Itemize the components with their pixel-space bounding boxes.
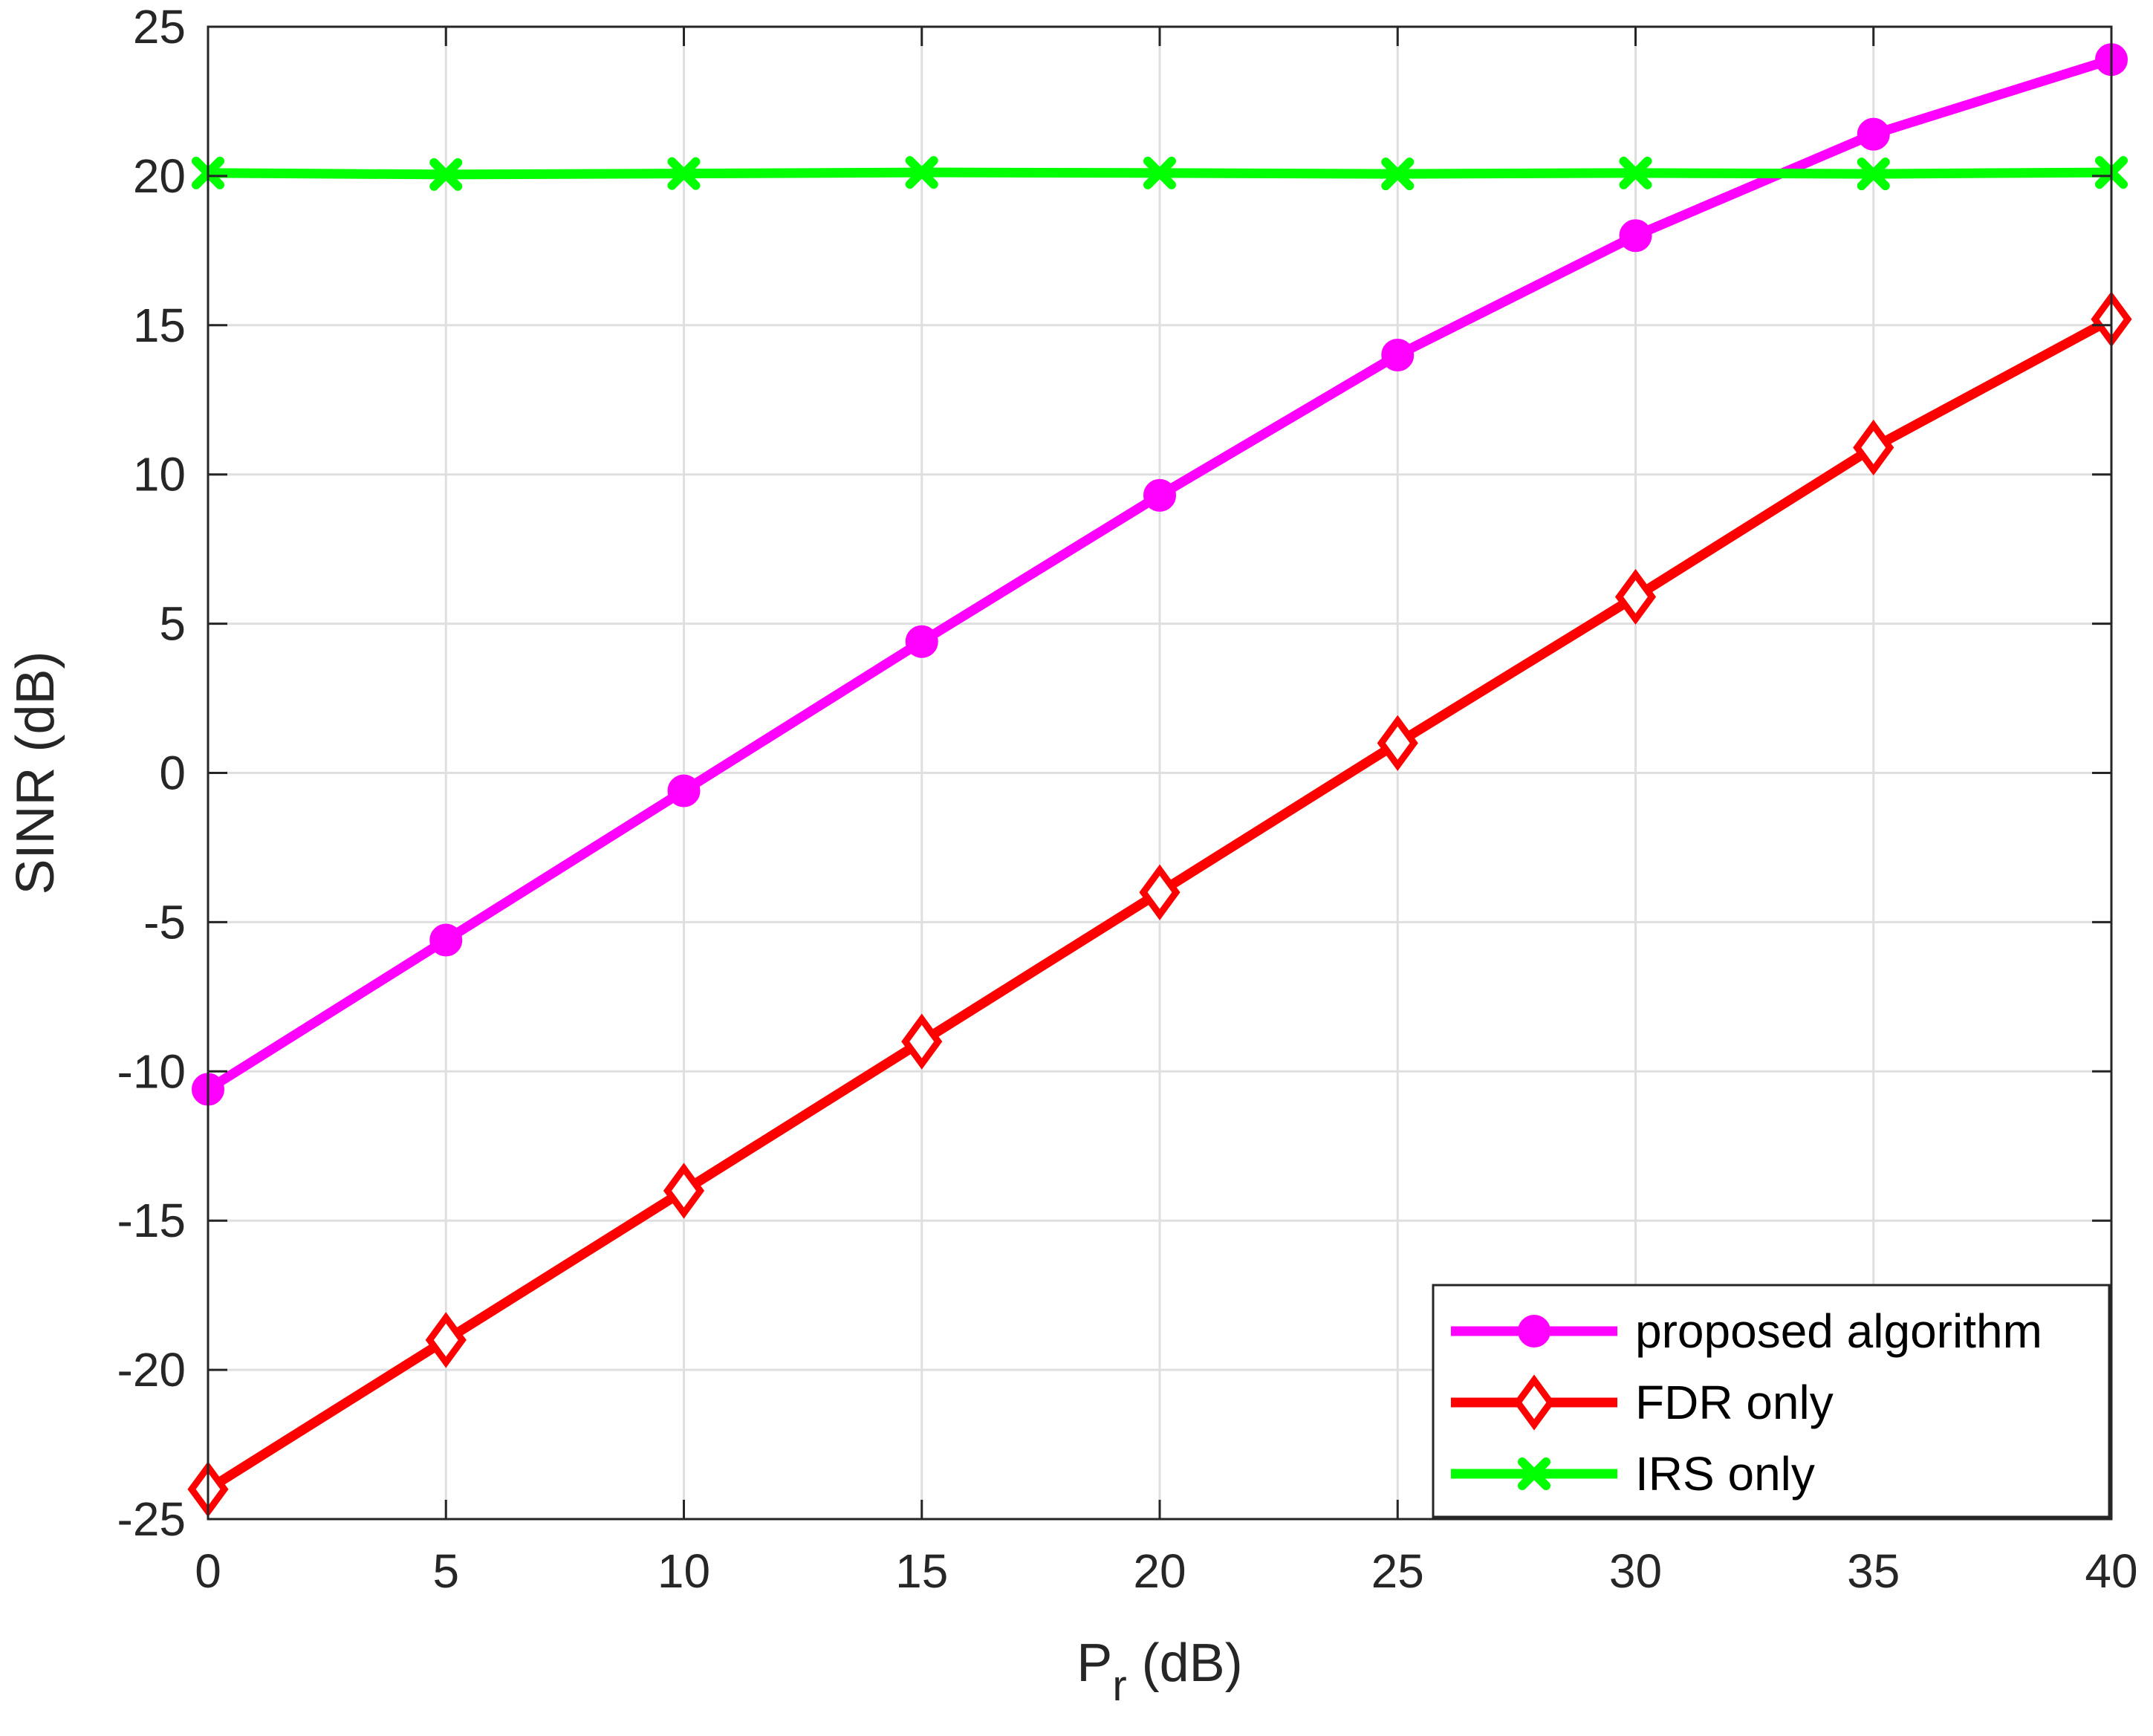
data-point-diamond [425, 1312, 467, 1368]
y-tick-label: -5 [143, 895, 186, 949]
x-tick-label: 5 [432, 1544, 459, 1598]
y-tick-label: 0 [159, 747, 186, 800]
x-tick-label: 30 [1609, 1544, 1662, 1598]
x-axis-label: Pr (dB) [1076, 1633, 1242, 1710]
data-point-circle [1143, 478, 1176, 512]
data-point-circle [429, 923, 463, 957]
y-tick-label: -10 [117, 1044, 186, 1098]
data-point-circle [667, 774, 701, 807]
data-point-x [905, 156, 938, 189]
legend-item: proposed algorithm [1451, 1304, 2042, 1358]
x-tick-labels: 0 5 10 15 20 25 30 35 40 [195, 1544, 2137, 1598]
series-layer [187, 43, 2132, 1518]
x-tick-label: 25 [1371, 1544, 1424, 1598]
x-axis-label-unit: (dB) [1127, 1633, 1243, 1693]
x-tick-label: 20 [1133, 1544, 1186, 1598]
data-point-diamond [1139, 864, 1181, 920]
data-point-x [1857, 157, 1890, 191]
x-axis-label-main: P [1076, 1633, 1112, 1693]
legend-item: FDR only [1451, 1374, 1834, 1431]
legend-label: FDR only [1635, 1376, 1834, 1429]
x-tick-label: 15 [895, 1544, 948, 1598]
legend: proposed algorithm FDR only IRS only [1432, 1284, 2111, 1518]
y-tick-label: 15 [133, 299, 186, 352]
data-point-diamond [1614, 568, 1657, 625]
y-tick-label: 20 [133, 149, 186, 203]
y-tick-label: 10 [133, 448, 186, 501]
series-diamond [187, 291, 2132, 1518]
y-tick-label: -20 [117, 1343, 186, 1397]
legend-label: IRS only [1635, 1447, 1815, 1501]
data-point-x [1619, 156, 1652, 189]
data-point-diamond [663, 1163, 705, 1219]
y-tick-label: -15 [117, 1194, 186, 1247]
data-point-diamond [1377, 715, 1418, 771]
data-point-x [429, 157, 463, 191]
data-point-x [1518, 1457, 1550, 1490]
legend-item: IRS only [1451, 1447, 1815, 1501]
y-tick-labels: -25 -20 -15 -10 -5 0 5 10 15 20 25 [117, 0, 186, 1546]
data-point-diamond [1513, 1374, 1555, 1431]
data-point-diamond [901, 1013, 943, 1070]
data-point-circle [1619, 219, 1652, 253]
legend-label: proposed algorithm [1635, 1304, 2042, 1358]
y-tick-label: 5 [159, 597, 186, 651]
x-tick-label: 35 [1847, 1544, 1900, 1598]
data-point-circle [1381, 338, 1415, 371]
x-tick-label: 40 [2085, 1544, 2137, 1598]
data-point-circle [905, 625, 938, 658]
y-tick-label: -25 [117, 1492, 186, 1546]
x-tick-label: 0 [195, 1544, 221, 1598]
data-point-circle [1857, 117, 1890, 151]
data-point-diamond [1853, 419, 1894, 476]
x-tick-label: 10 [657, 1544, 710, 1598]
data-point-circle [1518, 1315, 1550, 1347]
data-point-x [1143, 156, 1176, 189]
data-point-x [1381, 157, 1415, 191]
y-axis-label: SINR (dB) [6, 651, 65, 894]
x-axis-label-subscript: r [1112, 1662, 1126, 1710]
data-point-x [667, 157, 701, 190]
axis-ticks [207, 25, 2113, 1521]
y-tick-label: 25 [133, 0, 186, 53]
series-circle [192, 43, 2128, 1106]
